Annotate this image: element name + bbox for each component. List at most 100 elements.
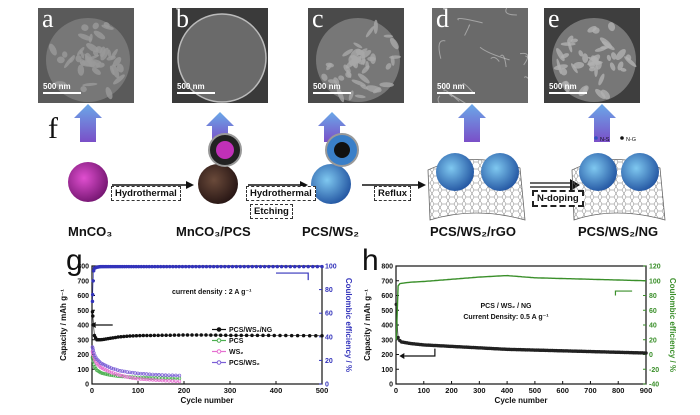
synthesis-scheme: N-S N-G — [68, 133, 666, 221]
y-tick-label: 100 — [77, 367, 89, 374]
up-arrow-icon — [74, 104, 102, 142]
panel-letter-h: h — [362, 248, 379, 277]
y-right-tick-label: 0 — [325, 382, 329, 389]
scale-bar — [549, 92, 587, 94]
step-hydrothermal-2: Hydrothermal — [246, 186, 316, 201]
x-tick-label: 600 — [556, 386, 569, 395]
step-etching: Etching — [250, 204, 293, 219]
y-tick-label: 100 — [381, 367, 393, 374]
legend-marker — [216, 349, 222, 354]
chart-h: h0 100 200 300 400 500 600 700 800 90001002003004… — [362, 248, 677, 405]
mnco3-sphere — [68, 162, 108, 202]
y-tick-label: 800 — [381, 264, 393, 271]
step-hydrothermal-1: Hydrothermal — [111, 186, 181, 201]
chart-g: g0 100 200 300 400 50001002003004005006007008… — [59, 248, 353, 405]
y-right-tick-label: 80 — [325, 287, 333, 294]
label-mnco3-pcs: MnCO₃/PCS — [176, 224, 251, 239]
up-arrow-icon — [458, 104, 486, 142]
series-0 — [90, 309, 324, 342]
scale-bar — [177, 92, 215, 94]
process-arrow — [112, 181, 194, 189]
x-tick-label: 200 — [178, 386, 191, 395]
panel-letter-d: d — [436, 8, 449, 33]
y-right-tick-label: 40 — [325, 334, 333, 341]
pcs-ws2-sphere — [311, 164, 351, 204]
y-axis-label: Capacity / mAh g⁻¹ — [363, 289, 372, 361]
sem-panel-e: e 500 nm — [544, 8, 640, 103]
data-point — [115, 368, 120, 372]
scale-bar-label: 500 nm — [437, 82, 465, 91]
legend-label: PCS/WS₂/NG — [229, 327, 273, 334]
label-pcs-ws2-ng: PCS/WS₂/NG — [578, 224, 659, 239]
series-line — [92, 311, 323, 341]
arrow-head-icon — [90, 322, 96, 328]
data-point — [99, 370, 103, 375]
scale-bar-label: 500 nm — [177, 82, 205, 91]
y-tick-label: 600 — [77, 293, 89, 300]
label-pcs-ws2-rgo: PCS/WS₂/rGO — [430, 224, 516, 239]
y-tick-label: 600 — [381, 293, 393, 300]
y-tick-label: 200 — [381, 352, 393, 359]
plot-frame — [395, 265, 647, 385]
step-reflux: Reflux — [374, 186, 412, 201]
sem-panel-c: c 500 nm — [308, 8, 404, 103]
sem-panel-b: b 500 nm — [172, 8, 268, 103]
x-tick-label: 200 — [445, 386, 458, 395]
x-tick-label: 400 — [501, 386, 514, 395]
series-0 — [394, 302, 648, 355]
legend-marker — [216, 338, 222, 343]
ng-sphere-2 — [621, 153, 659, 191]
y-tick-label: 0 — [389, 382, 393, 389]
panel-letter-f: f — [48, 112, 58, 145]
y-right-tick-label: 20 — [325, 358, 333, 365]
series-line — [92, 351, 180, 382]
y-axis-label: Capacity / mAh g⁻¹ — [59, 289, 68, 361]
arrow-head-icon — [399, 352, 405, 359]
y-tick-label: 500 — [77, 308, 89, 315]
data-point — [105, 369, 110, 373]
x-tick-label: 300 — [473, 386, 486, 395]
series-1 — [395, 274, 647, 340]
data-point — [102, 362, 106, 367]
y-tick-label: 400 — [381, 323, 393, 330]
data-point — [90, 346, 95, 350]
rgo-sphere-2 — [481, 153, 519, 191]
annotation-current-density: current density : 2 A g⁻¹ — [172, 289, 252, 296]
mnco3-pcs-sphere — [198, 164, 238, 204]
y-tick-label: 0 — [85, 382, 89, 389]
data-point — [113, 367, 118, 372]
legend-label: PCS — [229, 338, 244, 345]
data-point — [105, 364, 110, 369]
series-line — [396, 304, 646, 354]
series-3 — [90, 345, 182, 378]
series-4 — [90, 264, 324, 304]
legend-marker — [216, 327, 222, 332]
y-right-tick-label: -20 — [649, 367, 659, 374]
x-tick-label: 700 — [584, 386, 597, 395]
y-tick-label: 400 — [77, 323, 89, 330]
sem-panel-d: d 500 nm — [432, 8, 528, 103]
x-axis-label: Cycle number — [181, 396, 234, 405]
sem-panel-a: a 500 nm — [38, 8, 134, 103]
up-arrow-icon — [588, 104, 616, 142]
series-line — [92, 266, 322, 302]
scale-bar — [313, 92, 351, 94]
y-right-axis-label: Coulombic efficiency / % — [668, 278, 677, 372]
legend-n-s: N-S — [600, 137, 610, 143]
data-point — [113, 372, 118, 376]
right-axis-arrow — [276, 272, 309, 281]
annotation-current-density: Current Density: 0.5 A g⁻¹ — [463, 314, 549, 321]
y-right-tick-label: -40 — [649, 382, 659, 389]
x-tick-label: 500 — [529, 386, 542, 395]
data-point — [103, 363, 108, 368]
x-tick-label: 0 — [394, 386, 398, 395]
legend-marker — [216, 360, 222, 365]
data-point — [105, 372, 110, 377]
label-mnco3: MnCO₃ — [68, 224, 113, 239]
x-axis-label: Cycle number — [495, 396, 548, 405]
panel-letter-c: c — [312, 8, 324, 33]
y-right-tick-label: 120 — [649, 264, 661, 271]
x-tick-label: 800 — [612, 386, 625, 395]
y-tick-label: 300 — [381, 337, 393, 344]
legend-label: WS₂ — [229, 349, 243, 356]
